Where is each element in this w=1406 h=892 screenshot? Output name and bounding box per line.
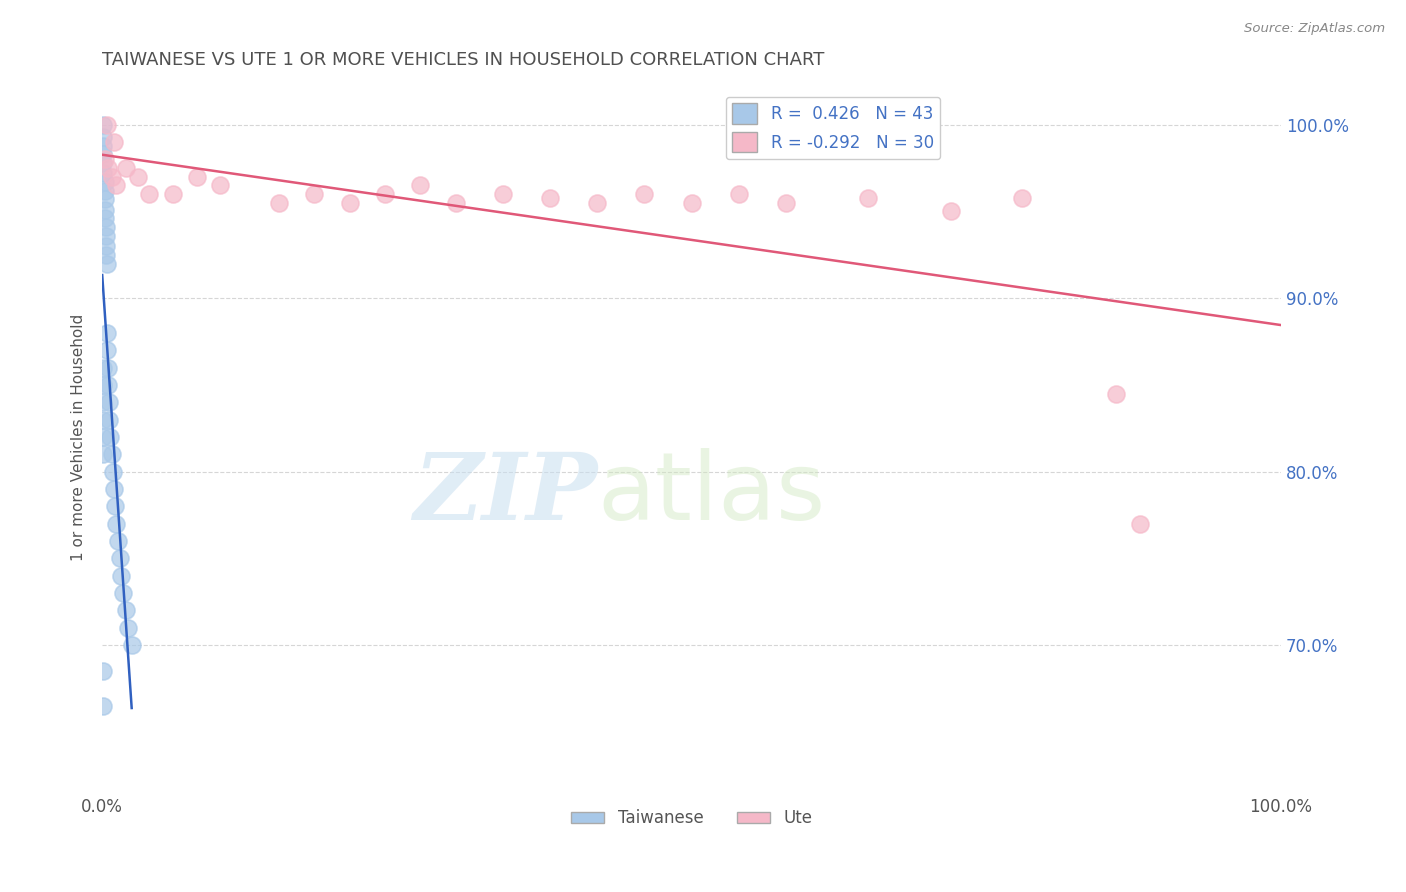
Point [94, 220, 117, 235]
Y-axis label: 1 or more Vehicles in Household: 1 or more Vehicles in Household [72, 313, 86, 561]
Text: ZIP: ZIP [413, 449, 598, 539]
Point [94, 228, 117, 243]
Point [93, 138, 115, 153]
Point [1011, 191, 1033, 205]
Point [103, 482, 125, 496]
Point [93, 412, 115, 426]
Text: TAIWANESE VS UTE 1 OR MORE VEHICLES IN HOUSEHOLD CORRELATION CHART: TAIWANESE VS UTE 1 OR MORE VEHICLES IN H… [103, 51, 824, 69]
Point [186, 169, 208, 184]
Point [374, 187, 396, 202]
Point [93, 211, 115, 226]
Point [93, 192, 115, 206]
Point [97, 360, 120, 375]
Point [633, 187, 655, 202]
Point [93, 147, 115, 161]
Point [93, 447, 115, 461]
Point [93, 395, 115, 409]
Point [100, 430, 122, 444]
Point [112, 586, 135, 600]
Point [105, 516, 128, 531]
Point [98, 395, 121, 409]
Point [93, 202, 115, 217]
Point [858, 191, 880, 205]
Point [96, 118, 118, 132]
Point [93, 360, 115, 375]
Point [727, 187, 749, 202]
Point [939, 204, 962, 219]
Point [93, 378, 115, 392]
Point [96, 256, 118, 270]
Point [93, 175, 115, 189]
Point [103, 135, 125, 149]
Point [209, 178, 232, 193]
Point [339, 195, 361, 210]
Point [93, 129, 115, 144]
Point [121, 638, 143, 652]
Point [105, 178, 128, 193]
Point [93, 184, 115, 198]
Point [775, 195, 797, 210]
Legend: Taiwanese, Ute: Taiwanese, Ute [564, 803, 818, 834]
Text: Source: ZipAtlas.com: Source: ZipAtlas.com [1244, 22, 1385, 36]
Point [104, 500, 127, 514]
Point [538, 191, 561, 205]
Point [492, 187, 515, 202]
Point [93, 156, 115, 170]
Point [138, 187, 160, 202]
Point [586, 195, 609, 210]
Point [117, 621, 139, 635]
Point [94, 239, 117, 253]
Point [93, 153, 115, 167]
Point [114, 603, 136, 617]
Point [93, 698, 115, 713]
Point [409, 178, 432, 193]
Point [110, 569, 132, 583]
Point [127, 169, 149, 184]
Point [100, 447, 122, 461]
Point [93, 166, 115, 180]
Point [1105, 386, 1128, 401]
Point [100, 169, 122, 184]
Point [107, 534, 129, 549]
Point [96, 326, 118, 340]
Point [444, 195, 467, 210]
Point [681, 195, 703, 210]
Point [108, 551, 131, 566]
Point [93, 664, 115, 678]
Point [93, 430, 115, 444]
Text: atlas: atlas [598, 448, 825, 540]
Point [1128, 516, 1150, 531]
Point [304, 187, 326, 202]
Point [267, 195, 290, 210]
Point [94, 248, 117, 262]
Point [162, 187, 184, 202]
Point [101, 465, 124, 479]
Point [93, 118, 115, 132]
Point [96, 343, 118, 358]
Point [98, 412, 121, 426]
Point [97, 161, 120, 175]
Point [97, 378, 120, 392]
Point [114, 161, 136, 175]
